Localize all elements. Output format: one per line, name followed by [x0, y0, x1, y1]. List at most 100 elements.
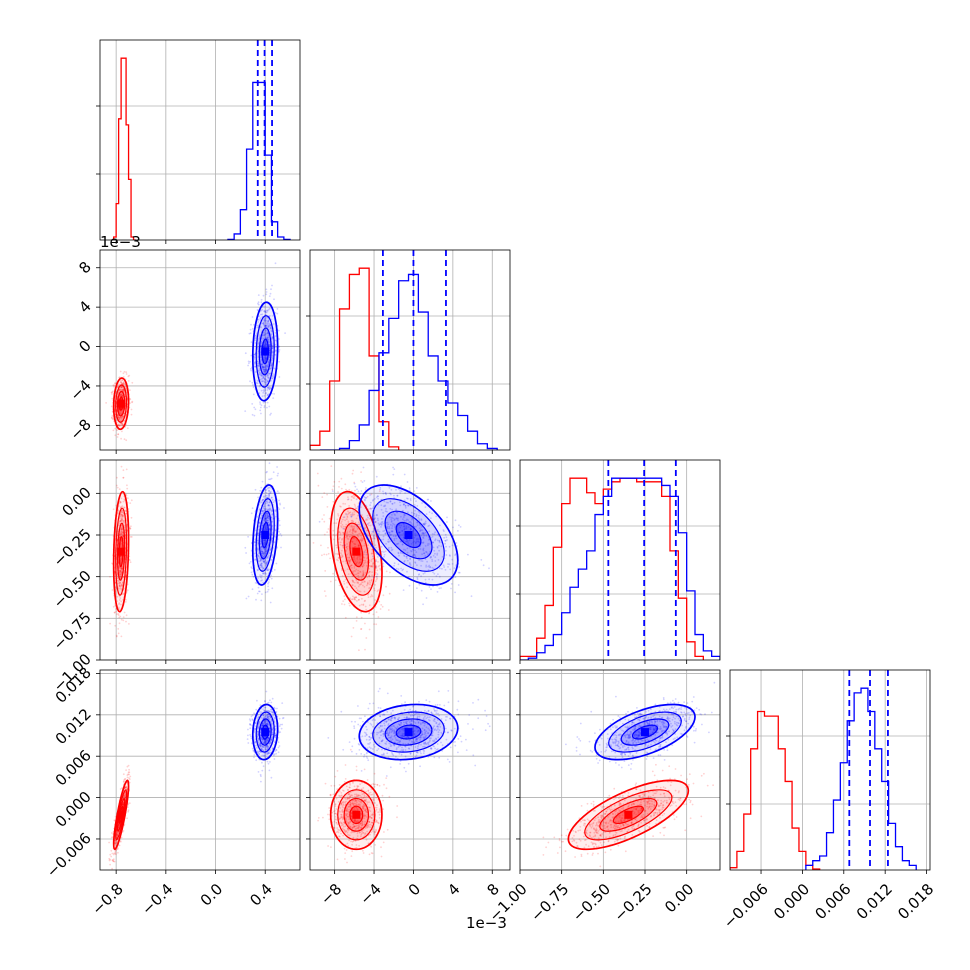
sample-point	[119, 411, 122, 414]
sample-point	[262, 365, 264, 368]
histogram-series-1	[319, 273, 498, 450]
sample-point	[327, 552, 330, 555]
sample-point	[118, 388, 121, 391]
sample-point	[110, 417, 113, 419]
sample-point	[251, 381, 254, 384]
sample-point	[266, 332, 269, 335]
sample-point	[265, 512, 268, 515]
sample-point	[264, 392, 267, 395]
sample-point	[120, 465, 123, 468]
sample-point	[450, 587, 452, 590]
sample-point	[131, 401, 133, 404]
sample-point	[131, 400, 134, 403]
sample-point	[264, 368, 266, 371]
sample-point	[267, 334, 270, 337]
sample-point	[120, 571, 123, 573]
sample-point	[270, 509, 273, 512]
sample-point	[388, 592, 391, 595]
sample-point	[130, 525, 132, 528]
sample-point	[129, 389, 131, 391]
sample-point	[263, 310, 266, 312]
sample-point	[353, 542, 355, 545]
sample-point	[116, 613, 118, 616]
sample-point	[267, 504, 270, 507]
sample-point	[279, 503, 281, 506]
sample-point	[450, 583, 453, 585]
sample-point	[121, 424, 124, 426]
sample-point	[117, 433, 120, 436]
sample-point	[114, 382, 117, 385]
sample-point	[119, 555, 122, 558]
sample-point	[265, 549, 268, 552]
sample-point	[355, 616, 358, 619]
sample-point	[362, 574, 365, 577]
sample-point	[350, 515, 353, 518]
sample-point	[122, 389, 125, 392]
sample-point	[271, 377, 273, 380]
sample-point	[247, 535, 250, 538]
sample-point	[264, 515, 266, 518]
sample-point	[121, 516, 123, 518]
sample-point	[120, 528, 123, 531]
sample-point	[118, 584, 121, 587]
sample-point	[257, 294, 260, 296]
sample-point	[260, 559, 262, 562]
sample-point	[269, 292, 272, 295]
sample-point	[118, 416, 121, 419]
sample-point	[119, 410, 121, 413]
sample-point	[354, 485, 357, 488]
sample-point	[345, 513, 348, 516]
sample-point	[338, 486, 340, 488]
sample-point	[262, 322, 264, 325]
panel-frame	[99, 459, 301, 661]
sample-point	[389, 571, 391, 574]
sample-point	[265, 357, 268, 359]
sample-point	[121, 388, 124, 391]
sample-point	[118, 584, 121, 587]
sample-point	[323, 520, 326, 523]
sample-point	[121, 379, 123, 382]
sample-point	[264, 591, 267, 594]
panel-1-1	[306, 249, 511, 454]
sample-point	[260, 313, 262, 316]
sample-point	[266, 309, 269, 312]
sample-point	[130, 408, 133, 411]
sample-point	[268, 356, 271, 359]
sample-point	[278, 338, 280, 340]
sample-point	[261, 374, 264, 377]
sample-point	[268, 358, 271, 361]
sample-point	[273, 367, 275, 370]
sample-point	[268, 373, 270, 375]
sample-point	[121, 424, 124, 426]
sample-point	[346, 543, 348, 545]
sample-point	[271, 345, 274, 347]
sample-point	[256, 382, 259, 385]
sample-point	[263, 551, 266, 554]
sample-point	[117, 851, 119, 854]
sample-point	[274, 354, 277, 356]
sample-point	[265, 525, 267, 528]
panel-frame	[99, 39, 301, 241]
sample-point	[264, 388, 266, 390]
sample-point	[130, 536, 133, 538]
sample-point	[268, 325, 270, 328]
sample-point	[270, 365, 273, 367]
sample-point	[357, 585, 360, 588]
sample-point	[266, 516, 268, 519]
sample-point	[259, 500, 262, 503]
sample-point	[351, 598, 354, 601]
sample-point	[265, 563, 268, 565]
sample-point	[371, 548, 374, 551]
sample-point	[259, 409, 262, 412]
sample-point	[263, 505, 266, 508]
sample-point	[253, 358, 256, 360]
sample-point	[265, 364, 268, 367]
sample-point	[284, 332, 286, 334]
sample-point	[382, 594, 385, 597]
sample-point	[268, 295, 271, 297]
sample-point	[271, 363, 273, 366]
sample-point	[121, 422, 124, 425]
sample-point	[446, 516, 448, 519]
sample-point	[258, 315, 261, 317]
sample-point	[120, 394, 122, 397]
